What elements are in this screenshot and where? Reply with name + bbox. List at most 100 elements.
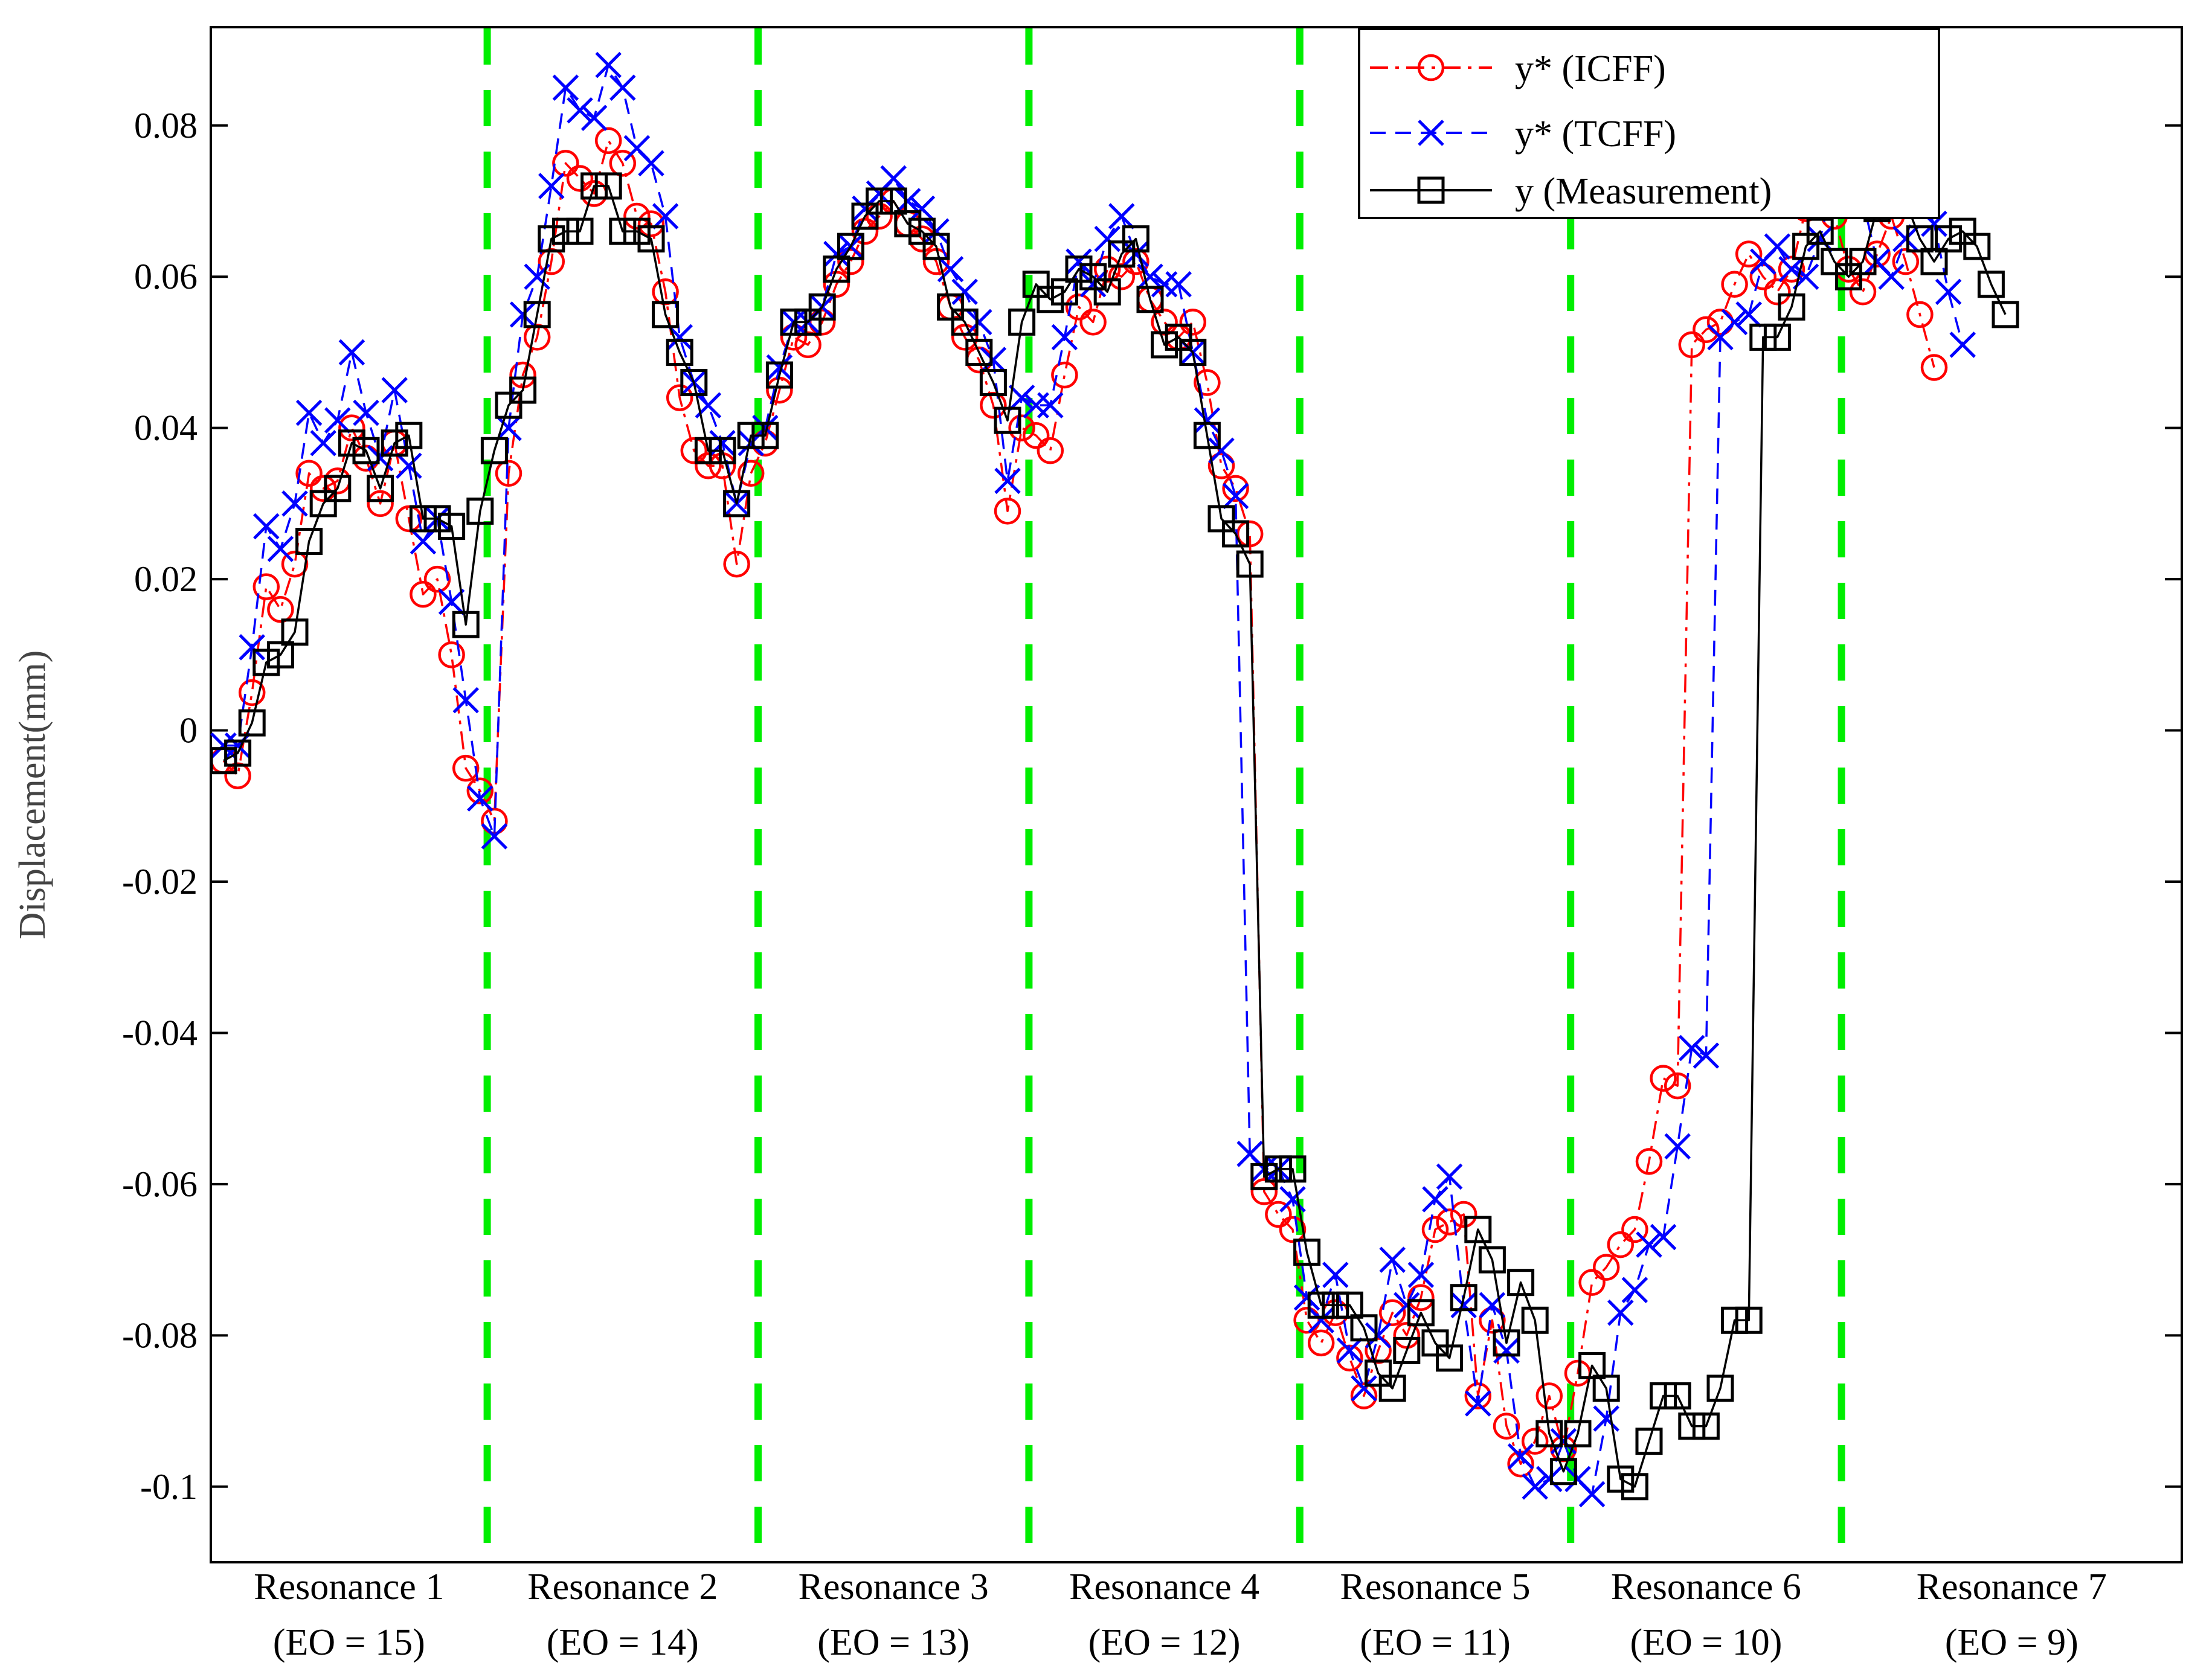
marker-tcff bbox=[438, 588, 465, 615]
marker-tcff bbox=[1436, 1163, 1463, 1190]
marker-icff bbox=[224, 762, 251, 789]
series-icff bbox=[210, 127, 1948, 1478]
marker-measurement bbox=[979, 369, 1007, 397]
marker-measurement bbox=[238, 709, 266, 737]
marker-icff bbox=[1693, 316, 1720, 344]
marker-icff bbox=[1421, 1216, 1449, 1243]
marker-icff bbox=[737, 460, 765, 487]
marker-tcff bbox=[509, 301, 536, 328]
marker-measurement bbox=[737, 422, 765, 449]
marker-measurement bbox=[1336, 1291, 1363, 1319]
marker-measurement bbox=[1507, 1269, 1535, 1297]
marker-measurement bbox=[1037, 286, 1064, 313]
marker-measurement bbox=[1721, 1306, 1749, 1334]
marker-tcff bbox=[1607, 1300, 1634, 1326]
marker-tcff bbox=[1322, 1262, 1349, 1288]
marker-measurement bbox=[652, 301, 680, 329]
marker-measurement bbox=[1778, 293, 1805, 321]
marker-tcff bbox=[567, 97, 593, 124]
marker-measurement bbox=[551, 217, 579, 245]
marker-measurement bbox=[409, 505, 437, 533]
marker-measurement bbox=[1450, 1284, 1477, 1312]
marker-icff bbox=[1407, 1284, 1435, 1311]
marker-tcff bbox=[609, 74, 636, 101]
marker-measurement bbox=[224, 739, 252, 767]
marker-tcff bbox=[552, 74, 579, 101]
marker-icff bbox=[1650, 1065, 1677, 1092]
marker-measurement bbox=[1549, 1458, 1577, 1486]
marker-icff bbox=[666, 384, 693, 411]
marker-measurement bbox=[580, 172, 608, 200]
marker-tcff bbox=[1679, 1034, 1705, 1062]
marker-measurement bbox=[1436, 1344, 1464, 1372]
marker-icff bbox=[1678, 331, 1706, 359]
marker-tcff bbox=[1664, 1133, 1691, 1160]
marker-measurement bbox=[1378, 1374, 1406, 1402]
marker-icff bbox=[1764, 278, 1791, 306]
marker-icff bbox=[410, 580, 437, 608]
marker-measurement bbox=[1635, 1428, 1663, 1455]
marker-icff bbox=[1265, 1201, 1292, 1228]
marker-icff bbox=[309, 475, 337, 502]
marker-measurement bbox=[609, 217, 637, 245]
marker-icff bbox=[1778, 255, 1805, 283]
marker-icff bbox=[495, 460, 522, 487]
plot-frame bbox=[210, 26, 2183, 1563]
marker-measurement bbox=[1849, 248, 1877, 275]
marker-tcff bbox=[1878, 263, 1905, 290]
marker-icff bbox=[723, 550, 750, 578]
marker-tcff bbox=[1108, 203, 1135, 229]
marker-icff bbox=[367, 490, 394, 518]
marker-icff bbox=[281, 550, 309, 578]
marker-measurement bbox=[538, 225, 565, 253]
y-tick-label: 0.08 bbox=[134, 106, 198, 146]
marker-icff bbox=[1207, 452, 1235, 479]
marker-icff bbox=[1350, 1382, 1378, 1409]
marker-measurement bbox=[794, 308, 822, 336]
y-tick-label: 0 bbox=[179, 711, 198, 751]
marker-tcff bbox=[1721, 309, 1748, 336]
marker-icff bbox=[1008, 414, 1035, 441]
marker-measurement bbox=[1279, 1155, 1307, 1183]
marker-icff bbox=[680, 437, 708, 464]
x-category-sublabel: (EO = 14) bbox=[547, 1622, 699, 1663]
marker-icff bbox=[466, 777, 494, 804]
marker-icff bbox=[1037, 437, 1064, 464]
marker-measurement bbox=[623, 217, 651, 245]
marker-icff bbox=[252, 573, 280, 600]
marker-measurement bbox=[594, 172, 622, 200]
marker-tcff bbox=[880, 165, 907, 192]
marker-measurement bbox=[1222, 520, 1250, 548]
marker-icff bbox=[1151, 309, 1178, 336]
marker-icff bbox=[1906, 301, 1934, 329]
marker-measurement bbox=[523, 301, 551, 329]
marker-tcff bbox=[267, 536, 294, 562]
series-measurement bbox=[210, 172, 2019, 1501]
marker-measurement bbox=[295, 528, 323, 556]
marker-measurement bbox=[1065, 255, 1093, 283]
marker-icff bbox=[267, 595, 294, 623]
marker-icff bbox=[1022, 422, 1050, 449]
marker-icff bbox=[395, 505, 423, 533]
marker-tcff bbox=[1279, 1186, 1306, 1213]
marker-icff bbox=[1065, 293, 1093, 321]
marker-tcff bbox=[1578, 1481, 1606, 1508]
marker-measurement bbox=[937, 293, 965, 321]
marker-icff bbox=[295, 460, 323, 487]
marker-measurement bbox=[1992, 301, 2019, 329]
marker-icff bbox=[1051, 361, 1078, 389]
marker-measurement bbox=[324, 475, 352, 502]
marker-icff bbox=[637, 210, 665, 237]
marker-measurement bbox=[1207, 505, 1235, 533]
marker-measurement bbox=[1763, 323, 1791, 351]
marker-tcff bbox=[1621, 1277, 1648, 1303]
marker-measurement bbox=[1193, 422, 1221, 449]
series-layer bbox=[210, 51, 2019, 1508]
marker-tcff bbox=[1479, 1292, 1506, 1319]
marker-tcff bbox=[310, 429, 336, 457]
marker-icff bbox=[1436, 1208, 1463, 1236]
marker-tcff bbox=[1536, 1466, 1563, 1493]
marker-icff bbox=[552, 150, 579, 177]
marker-tcff bbox=[324, 407, 351, 434]
